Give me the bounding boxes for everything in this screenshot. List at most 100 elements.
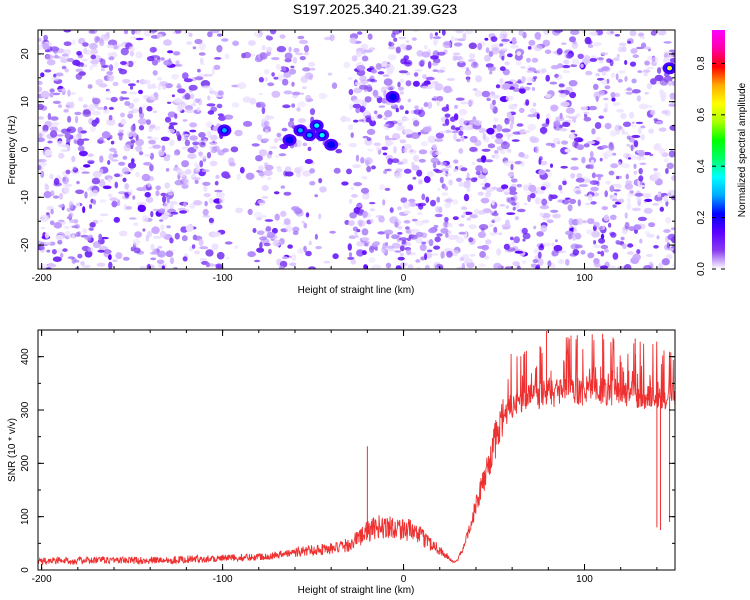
heatmap-cell (282, 67, 287, 72)
heatmap-cell (493, 216, 502, 223)
heatmap-cell (131, 158, 135, 164)
heatmap-cell (421, 193, 426, 201)
heatmap-y-axis-label: Frequency (Hz) (7, 116, 18, 185)
heatmap-cell (526, 70, 533, 73)
heatmap-cell (399, 43, 407, 49)
heatmap-cell (361, 228, 369, 236)
heatmap-cell (399, 252, 404, 257)
heatmap-cell (77, 202, 81, 207)
heatmap-cell (185, 108, 195, 114)
heatmap-cell (612, 252, 619, 260)
heatmap-cell (209, 134, 218, 141)
heatmap-cell (593, 240, 597, 245)
heatmap-cell (50, 208, 54, 215)
heatmap-cell (397, 232, 403, 235)
heatmap-cell (194, 38, 203, 45)
heatmap-cell (489, 232, 498, 236)
heatmap-cell (608, 170, 615, 176)
heatmap-cell (539, 212, 544, 217)
colorbar: 0.00.20.40.60.8 Normalized spectral ampl… (696, 30, 748, 276)
heatmap-cell (405, 110, 409, 115)
heatmap-cell (91, 177, 101, 185)
heatmap-hot-spot (306, 132, 312, 138)
heatmap-cell (646, 233, 655, 238)
heatmap-cell (258, 165, 264, 171)
heatmap-cell (259, 52, 268, 60)
heatmap-cell (223, 173, 231, 179)
heatmap-cell (638, 149, 646, 157)
snr-frame (37, 329, 676, 571)
heatmap-cell (377, 114, 383, 119)
snr-y-axis-label: SNR (10 * v/v) (7, 418, 18, 482)
heatmap-cell (656, 235, 660, 240)
heatmap-cell (69, 91, 76, 96)
heatmap-cell (54, 54, 59, 59)
heatmap-cell (651, 56, 659, 64)
heatmap-cell (558, 258, 565, 265)
heatmap-cell (437, 51, 446, 56)
heatmap-cell (461, 262, 466, 269)
heatmap-cell (509, 191, 518, 196)
heatmap-cell (614, 92, 621, 98)
heatmap-cell (62, 176, 69, 185)
heatmap-cell (387, 54, 397, 61)
heatmap-cell (42, 42, 49, 50)
heatmap-cell (540, 224, 548, 233)
heatmap-cell (383, 170, 388, 175)
heatmap-cell (577, 53, 584, 59)
heatmap-hot-spot (667, 66, 673, 71)
heatmap-cell (544, 49, 552, 55)
heatmap-cell (420, 59, 425, 65)
heatmap-cell (292, 226, 300, 233)
heatmap-cell (119, 96, 124, 102)
heatmap-cell (307, 266, 317, 269)
heatmap-cell (217, 113, 224, 117)
heatmap-cell (575, 190, 582, 195)
heatmap-cell (399, 105, 405, 110)
heatmap-cell (458, 231, 467, 235)
heatmap-cell (634, 192, 644, 197)
heatmap-cell (434, 81, 439, 84)
heatmap-cell (637, 216, 648, 222)
heatmap-cell (147, 136, 153, 140)
heatmap-cell (455, 55, 463, 61)
heatmap-cell (443, 85, 452, 94)
heatmap-cell (505, 266, 513, 269)
heatmap-cell (81, 171, 90, 174)
heatmap-cell (63, 225, 70, 230)
heatmap-cell (184, 139, 191, 147)
heatmap-cell (408, 234, 418, 240)
heatmap-cell (672, 262, 675, 269)
heatmap-cell (580, 106, 589, 111)
heatmap-cell (504, 61, 510, 66)
heatmap-cell (198, 239, 204, 247)
heatmap-cell (377, 231, 386, 235)
heatmap-cell (279, 143, 289, 150)
heatmap-cell (436, 264, 442, 268)
heatmap-cell (610, 91, 616, 99)
heatmap-cell (213, 57, 222, 60)
heatmap-cell (141, 104, 146, 109)
heatmap-cell (160, 214, 169, 220)
heatmap-cell (75, 189, 85, 195)
heatmap-cell (416, 50, 424, 57)
heatmap-cell (587, 194, 593, 201)
heatmap-cell (553, 120, 561, 128)
heatmap-cell (458, 108, 468, 116)
heatmap-cell (52, 92, 61, 96)
heatmap-cell (591, 172, 596, 179)
heatmap-cell (407, 184, 414, 191)
heatmap-cell (109, 197, 118, 202)
heatmap-cell (389, 102, 396, 106)
heatmap-cell (442, 123, 447, 127)
heatmap-cell (554, 73, 559, 78)
heatmap-cell (350, 259, 357, 265)
heatmap-cell (509, 185, 517, 193)
heatmap-cell (138, 125, 145, 131)
heatmap-cell (531, 87, 536, 91)
heatmap-cell (668, 192, 672, 197)
heatmap-cell (514, 250, 524, 254)
heatmap-cell (100, 68, 105, 72)
heatmap-cell (300, 92, 304, 95)
heatmap-cell (349, 198, 353, 205)
